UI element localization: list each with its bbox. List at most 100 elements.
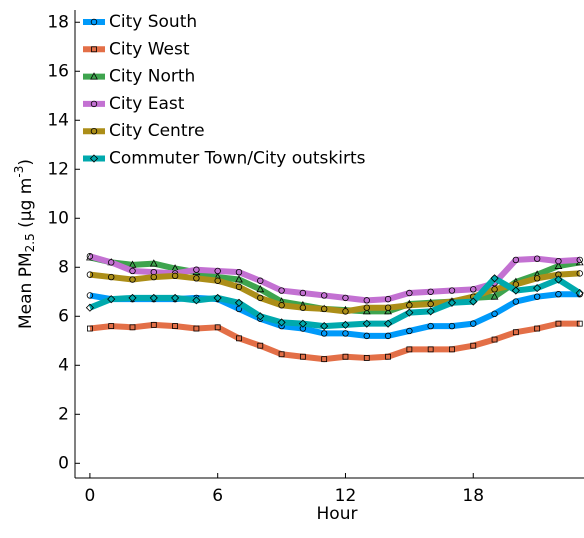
- legend-marker: [90, 18, 98, 26]
- data-point: [491, 286, 498, 293]
- data-point: [257, 342, 264, 349]
- data-point: [108, 259, 115, 266]
- data-point: [234, 298, 244, 307]
- y-tick-label: 12: [47, 159, 69, 179]
- data-point: [555, 257, 562, 265]
- data-point: [384, 295, 392, 303]
- data-point: [447, 298, 457, 307]
- data-point: [576, 256, 583, 264]
- data-point: [490, 292, 499, 300]
- data-point: [470, 342, 477, 349]
- x-tick-label: 0: [84, 486, 95, 506]
- data-point: [490, 274, 499, 283]
- data-point: [193, 275, 200, 282]
- data-point: [533, 275, 541, 282]
- y-tick-label: 0: [58, 453, 69, 473]
- data-point: [278, 302, 285, 309]
- data-point: [534, 325, 541, 332]
- data-point: [235, 268, 243, 276]
- data-point: [150, 273, 157, 281]
- data-point: [129, 267, 136, 275]
- data-point: [406, 302, 413, 309]
- series-line: [88, 275, 582, 330]
- series-line: [89, 320, 580, 363]
- data-point: [299, 289, 307, 297]
- data-point: [427, 346, 434, 353]
- data-point: [362, 319, 371, 328]
- y-axis-label: Mean PM2.5 (μg m-3): [12, 159, 37, 329]
- data-point: [533, 255, 541, 262]
- legend-marker: [90, 100, 98, 108]
- y-tick-label: 6: [58, 306, 69, 326]
- data-point: [299, 353, 306, 360]
- y-label-part: (μg m: [16, 178, 36, 234]
- data-point: [533, 293, 541, 300]
- data-point: [321, 356, 328, 363]
- data-point: [341, 320, 350, 329]
- data-point: [87, 325, 93, 332]
- x-tick-label: 6: [212, 486, 223, 506]
- data-point: [555, 291, 562, 298]
- data-point: [576, 270, 583, 277]
- x-axis-label: Hour: [317, 504, 358, 524]
- data-point: [320, 330, 328, 337]
- data-point: [235, 283, 243, 291]
- data-point: [342, 308, 349, 315]
- x-tick-label: 18: [462, 486, 484, 506]
- data-point: [129, 324, 136, 331]
- data-point: [448, 322, 456, 330]
- data-point: [320, 305, 328, 313]
- data-point: [491, 336, 498, 343]
- y-label-part: Mean PM: [16, 252, 36, 329]
- legend-label: Commuter Town/City outskirts: [109, 149, 366, 169]
- data-point: [320, 292, 328, 299]
- x-tick-label: 12: [335, 486, 357, 506]
- data-point: [342, 330, 349, 337]
- data-point: [427, 322, 434, 330]
- data-point: [384, 304, 392, 311]
- data-point: [256, 284, 265, 293]
- legend-label: City North: [109, 67, 195, 87]
- data-point: [406, 346, 413, 353]
- data-point: [149, 293, 158, 302]
- data-point: [86, 253, 94, 260]
- y-label-sup: -3: [12, 166, 26, 178]
- data-point: [256, 312, 265, 321]
- data-point: [278, 287, 285, 294]
- legend-label: City West: [109, 39, 190, 59]
- data-point: [512, 329, 519, 336]
- data-point: [576, 320, 583, 327]
- data-point: [235, 275, 243, 283]
- data-point: [193, 325, 200, 332]
- data-point: [257, 294, 264, 302]
- data-point: [277, 318, 286, 327]
- data-point: [384, 307, 392, 315]
- data-point: [469, 297, 478, 306]
- data-point: [363, 304, 370, 311]
- data-point: [449, 346, 455, 353]
- data-point: [108, 273, 115, 281]
- data-point: [107, 295, 116, 304]
- data-point: [363, 332, 370, 340]
- data-point: [385, 353, 391, 360]
- y-tick-label: 8: [58, 257, 69, 277]
- data-point: [171, 293, 180, 302]
- data-point: [384, 319, 393, 328]
- data-point: [363, 355, 370, 361]
- data-point: [427, 288, 434, 295]
- data-point: [363, 297, 370, 304]
- series: [87, 320, 583, 363]
- data-point: [342, 353, 349, 360]
- data-point: [214, 277, 221, 284]
- legend-marker: [90, 72, 98, 80]
- series-line: [89, 270, 580, 315]
- data-point: [555, 320, 562, 327]
- data-point: [193, 266, 200, 273]
- legend-marker: [89, 154, 99, 163]
- data-point: [214, 267, 221, 275]
- data-point: [171, 272, 179, 280]
- y-tick-label: 2: [58, 404, 69, 424]
- data-point: [342, 294, 349, 302]
- data-point: [150, 321, 157, 328]
